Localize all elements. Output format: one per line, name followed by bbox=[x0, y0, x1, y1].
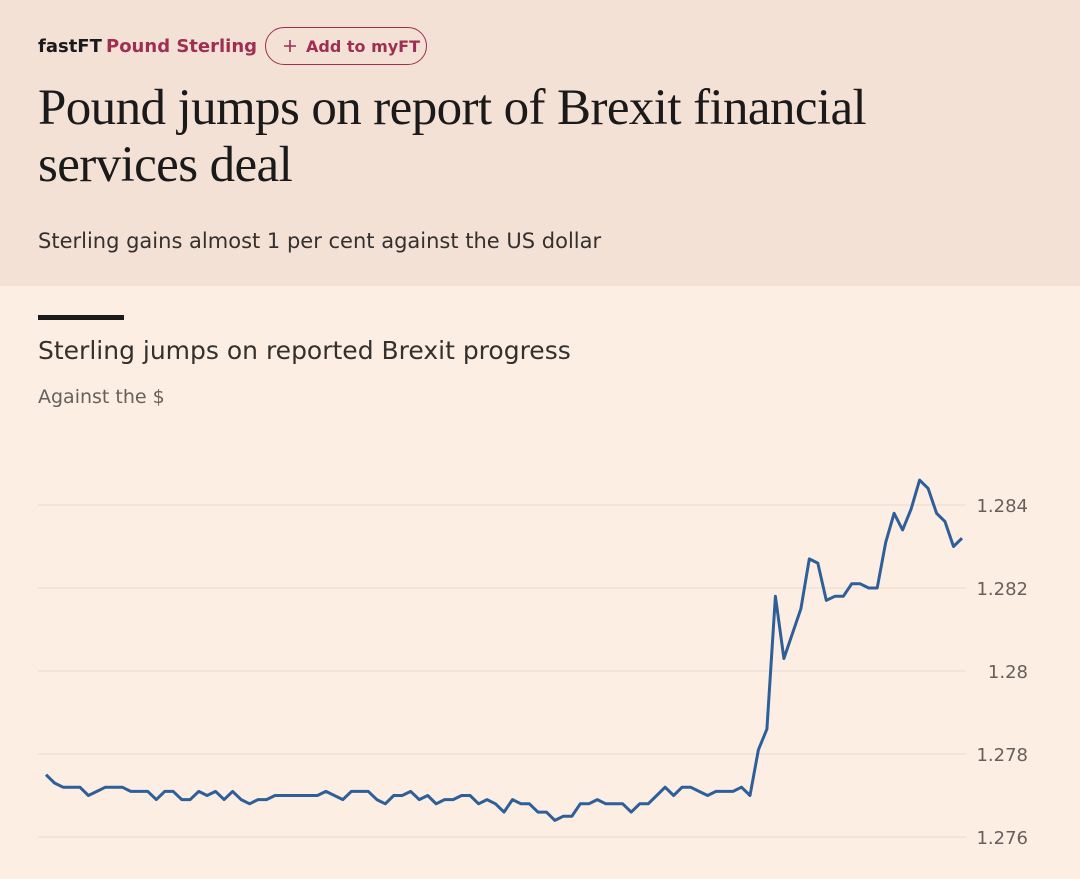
y-tick-label: 1.276 bbox=[976, 828, 1028, 849]
header-band bbox=[0, 0, 1080, 286]
y-tick-label: 1.278 bbox=[976, 745, 1028, 766]
plus-icon bbox=[284, 40, 296, 52]
section-label[interactable]: fastFT bbox=[38, 36, 102, 57]
y-tick-label: 1.28 bbox=[988, 662, 1028, 683]
y-tick-label: 1.282 bbox=[976, 579, 1028, 600]
y-tick-label: 1.284 bbox=[976, 496, 1028, 517]
chart-title: Sterling jumps on reported Brexit progre… bbox=[38, 336, 571, 365]
chart-subtitle: Against the $ bbox=[38, 386, 165, 408]
price-line bbox=[44, 478, 964, 822]
add-button[interactable]: Add to myFT bbox=[265, 27, 427, 65]
chart-rule bbox=[38, 315, 124, 320]
headline: Pound jumps on report of Brexit financia… bbox=[38, 80, 867, 193]
button-label: Add to myFT bbox=[306, 37, 421, 56]
topic-link[interactable]: Pound Sterling bbox=[106, 36, 258, 57]
standfirst: Sterling gains almost 1 per cent against… bbox=[38, 229, 602, 253]
